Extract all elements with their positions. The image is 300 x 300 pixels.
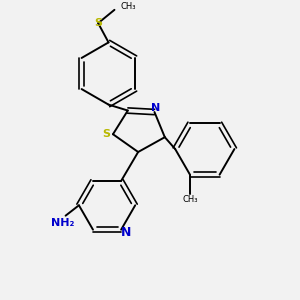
Text: CH₃: CH₃	[121, 2, 136, 11]
Text: CH₃: CH₃	[183, 195, 198, 204]
Text: N: N	[151, 103, 160, 112]
Text: S: S	[94, 18, 102, 28]
Text: S: S	[103, 129, 110, 139]
Text: N: N	[121, 226, 132, 238]
Text: NH₂: NH₂	[51, 218, 74, 228]
